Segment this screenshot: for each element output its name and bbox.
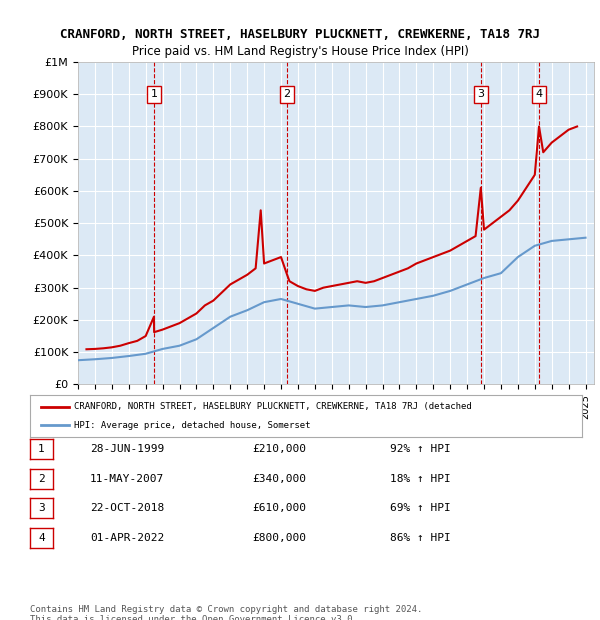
Text: £800,000: £800,000 <box>252 533 306 543</box>
Text: 28-JUN-1999: 28-JUN-1999 <box>90 444 164 454</box>
Text: 18% ↑ HPI: 18% ↑ HPI <box>390 474 451 484</box>
Text: Contains HM Land Registry data © Crown copyright and database right 2024.
This d: Contains HM Land Registry data © Crown c… <box>30 604 422 620</box>
Text: CRANFORD, NORTH STREET, HASELBURY PLUCKNETT, CREWKERNE, TA18 7RJ: CRANFORD, NORTH STREET, HASELBURY PLUCKN… <box>60 28 540 41</box>
Text: 69% ↑ HPI: 69% ↑ HPI <box>390 503 451 513</box>
Text: 1: 1 <box>38 444 45 454</box>
Text: £210,000: £210,000 <box>252 444 306 454</box>
Text: HPI: Average price, detached house, Somerset: HPI: Average price, detached house, Some… <box>74 421 311 430</box>
Text: Price paid vs. HM Land Registry's House Price Index (HPI): Price paid vs. HM Land Registry's House … <box>131 45 469 58</box>
Text: 3: 3 <box>38 503 45 513</box>
Text: 3: 3 <box>478 89 484 99</box>
Text: 01-APR-2022: 01-APR-2022 <box>90 533 164 543</box>
Text: 2: 2 <box>284 89 290 99</box>
Text: 4: 4 <box>38 533 45 543</box>
Text: 92% ↑ HPI: 92% ↑ HPI <box>390 444 451 454</box>
Text: CRANFORD, NORTH STREET, HASELBURY PLUCKNETT, CREWKERNE, TA18 7RJ (detached: CRANFORD, NORTH STREET, HASELBURY PLUCKN… <box>74 402 472 411</box>
Text: 2: 2 <box>38 474 45 484</box>
Text: £340,000: £340,000 <box>252 474 306 484</box>
Text: 4: 4 <box>535 89 542 99</box>
Text: 1: 1 <box>151 89 157 99</box>
Text: 11-MAY-2007: 11-MAY-2007 <box>90 474 164 484</box>
Text: 86% ↑ HPI: 86% ↑ HPI <box>390 533 451 543</box>
Text: £610,000: £610,000 <box>252 503 306 513</box>
Text: 22-OCT-2018: 22-OCT-2018 <box>90 503 164 513</box>
